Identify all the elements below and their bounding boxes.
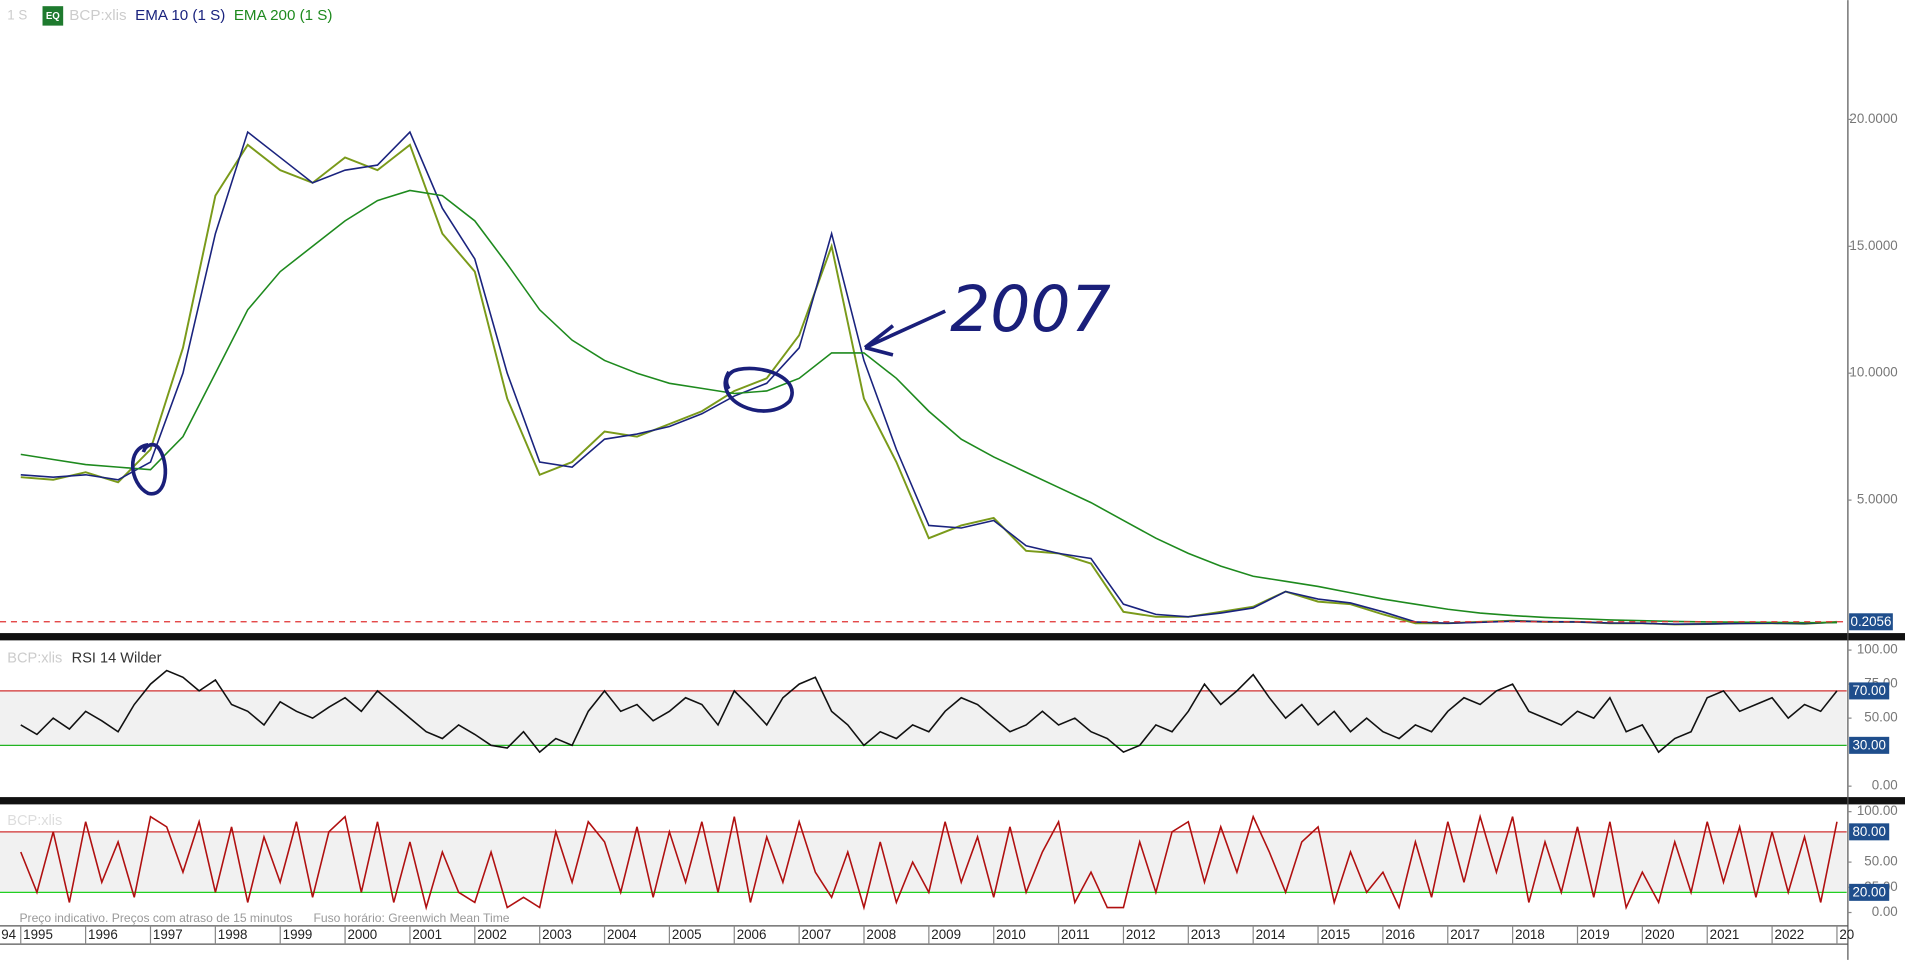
- x-tick-label: 2022: [1775, 927, 1805, 942]
- x-tick-label: 2015: [1320, 927, 1350, 942]
- x-tick-label: 94: [1, 927, 16, 942]
- legend-entry: EMA 200 (1 S): [234, 7, 333, 24]
- x-tick-label: 2012: [1126, 927, 1156, 942]
- badge-box: [42, 6, 64, 26]
- x-tick-label: 2003: [542, 927, 572, 942]
- interval: 1 S: [7, 7, 27, 22]
- legend-entry: EMA 10 (1 S): [135, 7, 225, 24]
- y-tick-label: 100.00: [1857, 803, 1898, 818]
- x-tick-label: 2013: [1191, 927, 1221, 942]
- y-tick-label: 10.0000: [1849, 365, 1897, 380]
- x-tick-label: 2006: [737, 927, 767, 942]
- legend-entry: BCP:xlis: [69, 7, 127, 24]
- badge: EQ: [46, 11, 60, 22]
- level-label: 80.00: [1852, 824, 1885, 839]
- last-value-tag: [1849, 613, 1893, 631]
- level-tag: [1849, 736, 1890, 754]
- panel-title: RSI 14 Wilder: [72, 650, 162, 666]
- level-label: 20.00: [1852, 884, 1885, 899]
- annotation: 2007: [950, 272, 1111, 346]
- x-tick-label: 2021: [1710, 927, 1740, 942]
- x-tick-label: 2001: [412, 927, 442, 942]
- series-line: [20, 813, 1838, 911]
- y-tick-label: 50.00: [1864, 710, 1897, 725]
- level-label: 70.00: [1852, 683, 1885, 698]
- level-band: [0, 690, 1847, 746]
- x-tick-label: 2017: [1450, 927, 1480, 942]
- note: Preço indicativo. Preços com atraso de 1…: [19, 911, 292, 925]
- circle-annotation: [723, 366, 794, 413]
- y-tick-label: 15.0000: [1849, 238, 1897, 253]
- level-tag: [1849, 883, 1890, 901]
- y-tick-label: 0.00: [1872, 778, 1898, 793]
- x-tick-label: 2009: [931, 927, 961, 942]
- series-line: [20, 189, 1837, 624]
- y-tick-label: 0.00: [1872, 904, 1898, 919]
- x-tick-label: 2011: [1061, 927, 1090, 942]
- x-tick-label: 2014: [1256, 927, 1286, 942]
- note: Fuso horário: Greenwich Mean Time: [313, 911, 509, 925]
- panel-separator: [0, 633, 1905, 641]
- x-tick-label: 20: [1839, 927, 1854, 942]
- level-tag: [1849, 823, 1890, 841]
- x-tick-label: 2018: [1515, 927, 1545, 942]
- x-tick-label: 2002: [477, 927, 507, 942]
- x-tick-label: 2010: [996, 927, 1026, 942]
- x-tick-label: 2020: [1645, 927, 1675, 942]
- circle-annotation: [130, 442, 168, 496]
- x-tick-label: 2019: [1580, 927, 1610, 942]
- x-tick-label: 1995: [23, 927, 53, 942]
- series-line: [20, 669, 1838, 754]
- panel-symbol: BCP:xlis: [7, 650, 62, 666]
- x-tick-label: 1996: [88, 927, 118, 942]
- y-tick-label: 5.0000: [1857, 492, 1898, 507]
- x-tick-label: 2016: [1385, 927, 1415, 942]
- level-tag: [1849, 682, 1890, 700]
- x-tick-label: 2005: [672, 927, 702, 942]
- y-tick-label: 20.0000: [1849, 111, 1897, 126]
- panel-separator: [0, 797, 1905, 805]
- arrow-annotation: [863, 309, 946, 357]
- last-value-label: 0.2056: [1851, 614, 1892, 629]
- level-label: 30.00: [1852, 737, 1885, 752]
- x-tick-label: 1998: [218, 927, 248, 942]
- x-tick-label: 2008: [866, 927, 896, 942]
- y-tick-label: 100.00: [1857, 642, 1898, 657]
- x-tick-label: 2000: [348, 927, 378, 942]
- x-tick-label: 2007: [802, 927, 832, 942]
- x-tick-label: 1997: [153, 927, 183, 942]
- x-tick-label: 1999: [283, 927, 313, 942]
- panel-symbol: BCP:xlis: [7, 813, 62, 829]
- x-tick-label: 2004: [607, 927, 637, 942]
- y-tick-label: 50.00: [1864, 854, 1897, 869]
